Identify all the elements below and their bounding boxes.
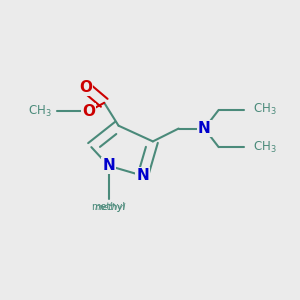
Text: O: O <box>79 80 92 94</box>
Text: CH$_3$: CH$_3$ <box>253 140 277 155</box>
Text: N: N <box>198 121 211 136</box>
Text: methyl: methyl <box>92 202 126 212</box>
Text: N: N <box>102 158 115 173</box>
Text: N: N <box>136 168 149 183</box>
Text: CH$_3$: CH$_3$ <box>253 102 277 118</box>
Text: O: O <box>82 104 95 119</box>
Text: methyl: methyl <box>94 203 126 212</box>
Text: CH$_3$: CH$_3$ <box>28 104 51 119</box>
